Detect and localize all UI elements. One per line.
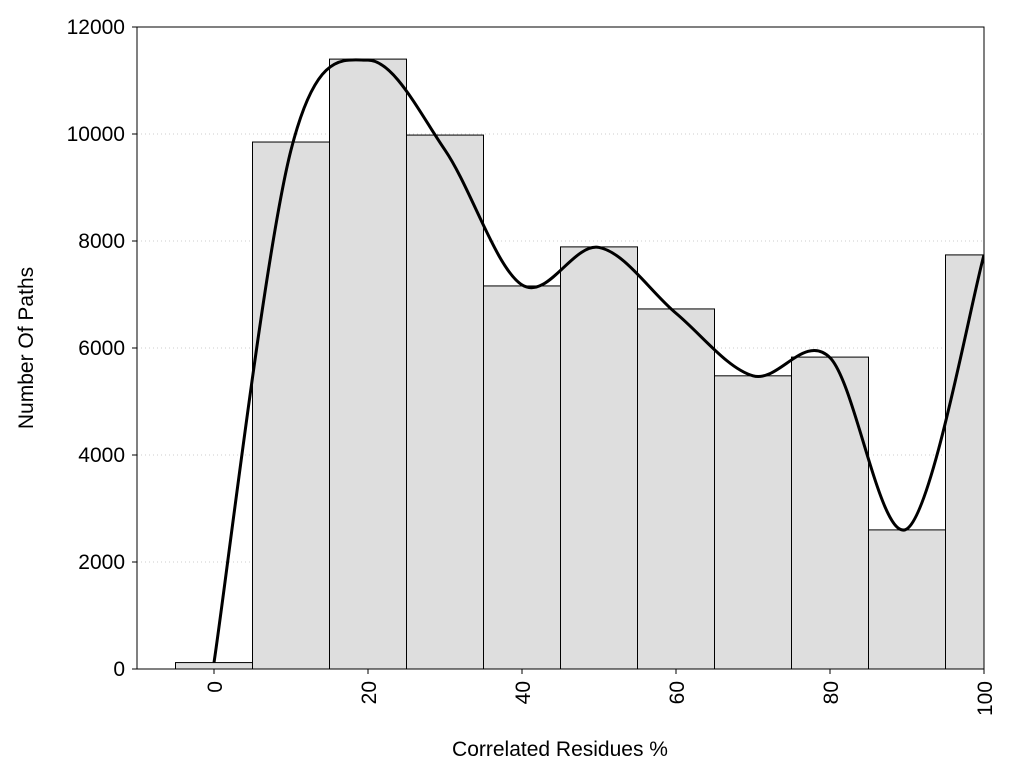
x-tick-label: 20 [358, 681, 381, 704]
bar [714, 375, 792, 669]
y-tick-label: 4000 [78, 444, 125, 467]
y-tick-label: 2000 [78, 551, 125, 574]
x-axis-label: Correlated Residues % [452, 738, 668, 761]
bar [406, 134, 484, 669]
y-tick-label: 6000 [78, 337, 125, 360]
x-tick-label: 80 [820, 681, 843, 704]
x-tick-label: 40 [512, 681, 535, 704]
y-tick-label: 0 [113, 658, 125, 681]
bar [791, 356, 869, 669]
y-axis-label: Number Of Paths [15, 267, 38, 429]
bar [945, 254, 984, 669]
x-tick-label: 100 [974, 681, 997, 716]
bar [868, 529, 946, 669]
x-tick-label: 60 [666, 681, 689, 704]
bar [637, 308, 715, 669]
x-tick-label: 0 [204, 681, 227, 693]
bar [252, 141, 330, 669]
bar [483, 285, 561, 669]
bar [175, 662, 253, 669]
smooth-line [212, 58, 984, 663]
y-tick-label: 12000 [67, 16, 125, 39]
plot-area [175, 58, 984, 669]
y-tick-label: 10000 [67, 123, 125, 146]
y-tick-label: 8000 [78, 230, 125, 253]
bar [329, 58, 407, 669]
labels: 0 2000 4000 6000 8000 10000 12000 0 20 40 60 80 100 [67, 16, 997, 716]
bar [560, 246, 638, 669]
